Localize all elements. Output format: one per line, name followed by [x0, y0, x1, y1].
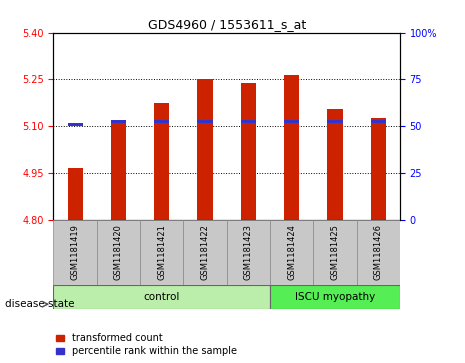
Bar: [154, 103, 169, 220]
Bar: [183, 220, 226, 285]
Bar: [371, 120, 386, 123]
Bar: [111, 120, 126, 123]
Text: GSM1181419: GSM1181419: [71, 224, 80, 280]
Bar: [111, 122, 126, 220]
Text: GSM1181421: GSM1181421: [157, 224, 166, 280]
Bar: [270, 220, 313, 285]
Legend: transformed count, percentile rank within the sample: transformed count, percentile rank withi…: [56, 333, 237, 356]
Text: GSM1181425: GSM1181425: [331, 224, 339, 280]
Bar: [327, 120, 343, 123]
Bar: [67, 168, 83, 220]
Text: GSM1181420: GSM1181420: [114, 224, 123, 280]
Bar: [284, 75, 299, 220]
Bar: [226, 220, 270, 285]
Text: control: control: [144, 292, 180, 302]
Bar: [357, 220, 400, 285]
Bar: [284, 120, 299, 123]
Text: disease state: disease state: [5, 299, 74, 309]
Bar: [198, 79, 213, 220]
Bar: [270, 285, 400, 309]
Bar: [140, 220, 183, 285]
Bar: [154, 120, 169, 123]
Bar: [313, 220, 357, 285]
Bar: [53, 285, 270, 309]
Text: ISCU myopathy: ISCU myopathy: [295, 292, 375, 302]
Bar: [371, 118, 386, 220]
Bar: [53, 220, 97, 285]
Text: GSM1181423: GSM1181423: [244, 224, 253, 280]
Text: GSM1181422: GSM1181422: [200, 224, 210, 280]
Bar: [198, 120, 213, 123]
Bar: [97, 220, 140, 285]
Title: GDS4960 / 1553611_s_at: GDS4960 / 1553611_s_at: [147, 19, 306, 32]
Text: GSM1181426: GSM1181426: [374, 224, 383, 280]
Text: GSM1181424: GSM1181424: [287, 224, 296, 280]
Bar: [327, 109, 343, 220]
Bar: [67, 123, 83, 126]
Bar: [241, 120, 256, 123]
Bar: [241, 82, 256, 220]
